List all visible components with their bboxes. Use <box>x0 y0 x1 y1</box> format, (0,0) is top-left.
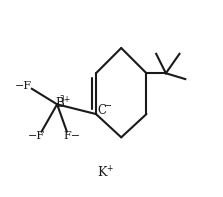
Text: +: + <box>106 164 112 173</box>
Text: −F: −F <box>15 81 32 91</box>
Text: B: B <box>55 97 64 110</box>
Text: K: K <box>97 166 107 179</box>
Text: 3+: 3+ <box>60 95 71 104</box>
Text: −: − <box>104 101 112 111</box>
Text: F−: F− <box>64 131 81 141</box>
Text: −F: −F <box>28 131 45 141</box>
Text: C: C <box>97 104 106 117</box>
